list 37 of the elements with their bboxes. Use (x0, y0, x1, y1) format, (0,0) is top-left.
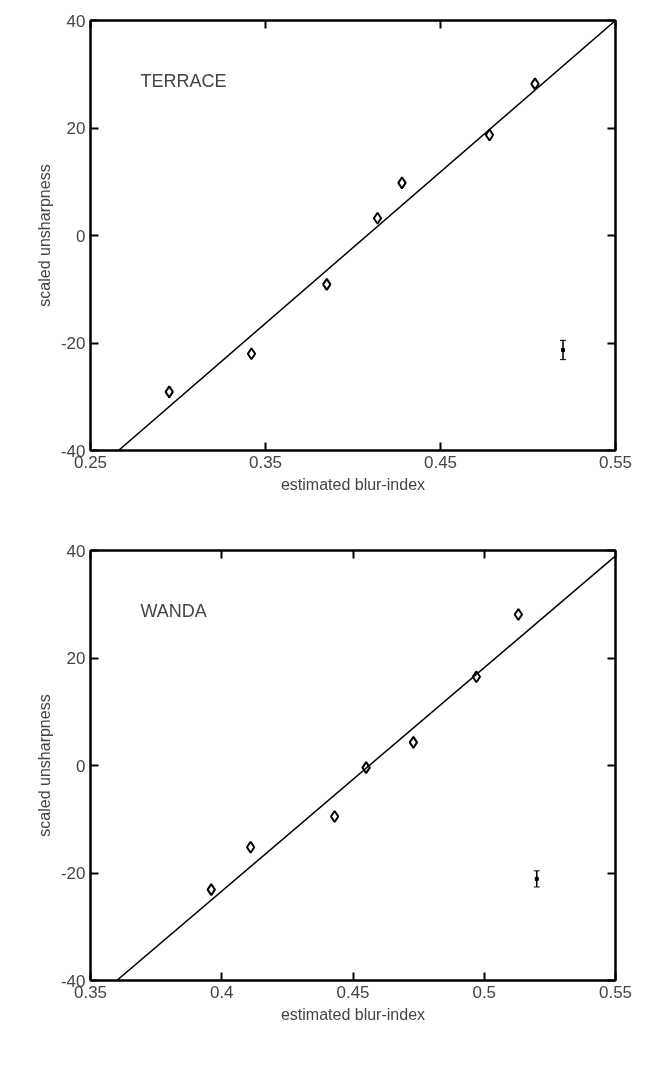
point (246, 347, 257, 361)
annotation: TERRACE (140, 70, 227, 91)
point (397, 176, 407, 190)
point (164, 385, 174, 399)
y-tick-label: 0 (76, 226, 86, 246)
x-tick-label: 0.45 (336, 982, 370, 1002)
x-tick-label: 0.55 (598, 982, 633, 1002)
y-tick-label: 40 (66, 11, 86, 31)
point (530, 77, 540, 91)
point (245, 840, 256, 854)
x-tick-label: 0.45 (423, 452, 458, 472)
y-axis-title: scaled unsharpness (35, 164, 53, 307)
point (361, 761, 371, 775)
point (408, 735, 419, 749)
x-tick-label: 0.4 (209, 982, 234, 1002)
point (322, 277, 332, 291)
y-tick-label: -20 (60, 864, 86, 883)
point (484, 128, 495, 142)
y-tick-label: 20 (66, 649, 86, 668)
y-axis-title: scaled unsharpness (35, 694, 53, 837)
annotation: WANDA (140, 600, 207, 621)
x-tick-label: 0.35 (248, 452, 283, 472)
point (372, 211, 383, 225)
point (561, 347, 565, 352)
point (534, 876, 539, 881)
point (206, 883, 216, 897)
point (329, 810, 340, 824)
y-tick-label: 40 (66, 541, 86, 561)
point (471, 670, 482, 684)
x-tick-label: 0.55 (598, 452, 633, 472)
y-tick-label: 20 (66, 119, 86, 138)
x-tick-label: 0.5 (472, 982, 497, 1002)
x-axis-title: estimated blur-index (280, 1005, 426, 1023)
y-tick-label: 0 (76, 756, 86, 776)
x-axis-title: estimated blur-index (280, 475, 426, 493)
point (513, 607, 524, 621)
y-tick-label: -20 (60, 334, 86, 353)
